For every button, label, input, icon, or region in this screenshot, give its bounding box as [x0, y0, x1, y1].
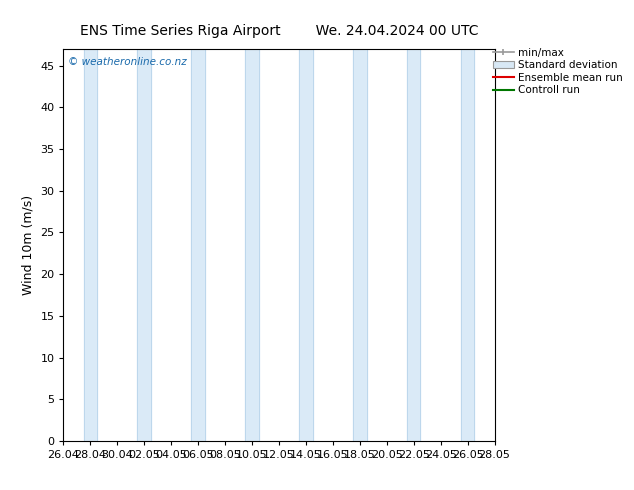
Text: ENS Time Series Riga Airport        We. 24.04.2024 00 UTC: ENS Time Series Riga Airport We. 24.04.2…	[80, 24, 478, 39]
Y-axis label: Wind 10m (m/s): Wind 10m (m/s)	[22, 195, 35, 295]
Legend: min/max, Standard deviation, Ensemble mean run, Controll run: min/max, Standard deviation, Ensemble me…	[489, 45, 626, 98]
Bar	[138, 49, 151, 441]
Bar	[191, 49, 205, 441]
Bar	[299, 49, 313, 441]
Bar	[407, 49, 420, 441]
Bar	[353, 49, 366, 441]
Text: © weatheronline.co.nz: © weatheronline.co.nz	[68, 57, 186, 67]
Bar	[245, 49, 259, 441]
Bar	[461, 49, 474, 441]
Bar	[84, 49, 97, 441]
